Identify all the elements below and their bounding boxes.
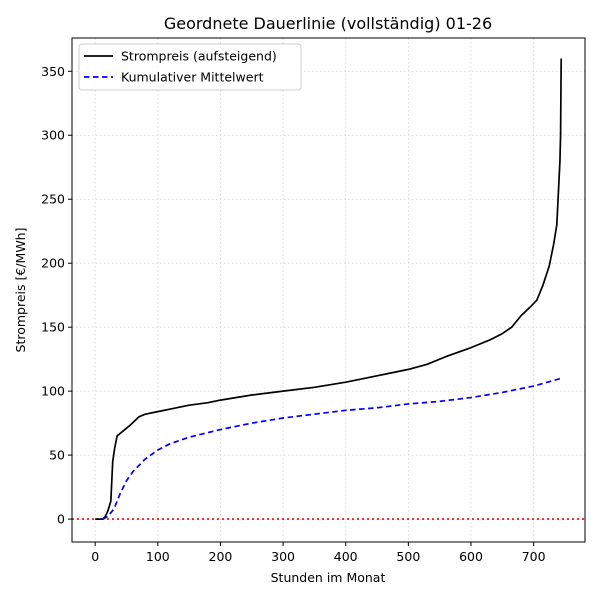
chart-title: Geordnete Dauerlinie (vollständig) 01-26 [164,14,492,33]
x-axis-label: Stunden im Monat [271,570,386,585]
y-tick-label: 350 [41,64,65,79]
plot-frame [71,37,586,543]
y-tick-label: 250 [41,192,65,207]
x-tick-label: 100 [146,549,170,564]
y-tick-label: 50 [49,448,65,463]
x-tick-label: 600 [459,549,483,564]
tick-layer: 0 100 200 300 400 500 600 700 0 50 100 150 200 250 300… [41,64,545,564]
legend-box [78,43,302,91]
y-tick-label: 100 [41,384,65,399]
y-axis-label: Strompreis [€/MWh] [13,228,28,353]
x-tick-label: 0 [91,549,99,564]
y-tick-label: 0 [57,512,65,527]
x-tick-label: 300 [271,549,295,564]
legend: Strompreis (aufsteigend) Kumulativer Mitt… [78,43,302,91]
legend-label: Strompreis (aufsteigend) [121,49,277,64]
x-tick-label: 500 [396,549,420,564]
series-line-1 [95,58,563,520]
y-tick-label: 200 [41,256,65,271]
legend-label: Kumulativer Mittelwert [121,70,264,85]
y-tick-label: 300 [41,128,65,143]
y-tick-label: 150 [41,320,65,335]
x-tick-label: 200 [209,549,233,564]
x-tick-label: 700 [522,549,546,564]
x-tick-label: 400 [334,549,358,564]
series-layer [95,58,563,520]
series-line-2 [102,377,562,520]
